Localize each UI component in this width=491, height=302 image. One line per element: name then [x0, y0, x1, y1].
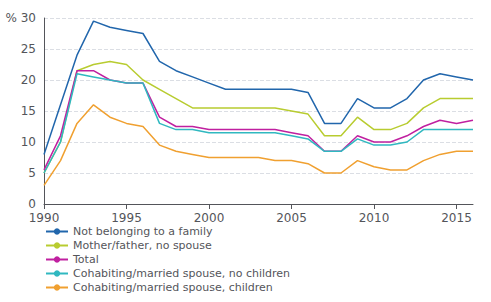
svg-text:2005: 2005	[276, 211, 307, 225]
svg-text:Not belonging to a family: Not belonging to a family	[73, 225, 213, 238]
svg-text:Mother/father, no spouse: Mother/father, no spouse	[73, 239, 212, 252]
svg-text:20: 20	[21, 73, 36, 87]
svg-text:0: 0	[28, 197, 36, 211]
svg-text:% 30: % 30	[6, 11, 37, 25]
svg-text:2015: 2015	[441, 211, 472, 225]
svg-text:Total: Total	[72, 253, 99, 266]
svg-text:1990: 1990	[29, 211, 60, 225]
svg-text:25: 25	[21, 42, 36, 56]
svg-text:1995: 1995	[111, 211, 142, 225]
svg-text:5: 5	[28, 166, 36, 180]
svg-text:10: 10	[21, 135, 36, 149]
svg-text:15: 15	[21, 104, 36, 118]
svg-text:2010: 2010	[359, 211, 390, 225]
svg-text:2000: 2000	[194, 211, 225, 225]
svg-text:Cohabiting/married spouse, no: Cohabiting/married spouse, no children	[73, 267, 290, 280]
svg-text:Cohabiting/married spouse, chi: Cohabiting/married spouse, children	[73, 281, 273, 294]
